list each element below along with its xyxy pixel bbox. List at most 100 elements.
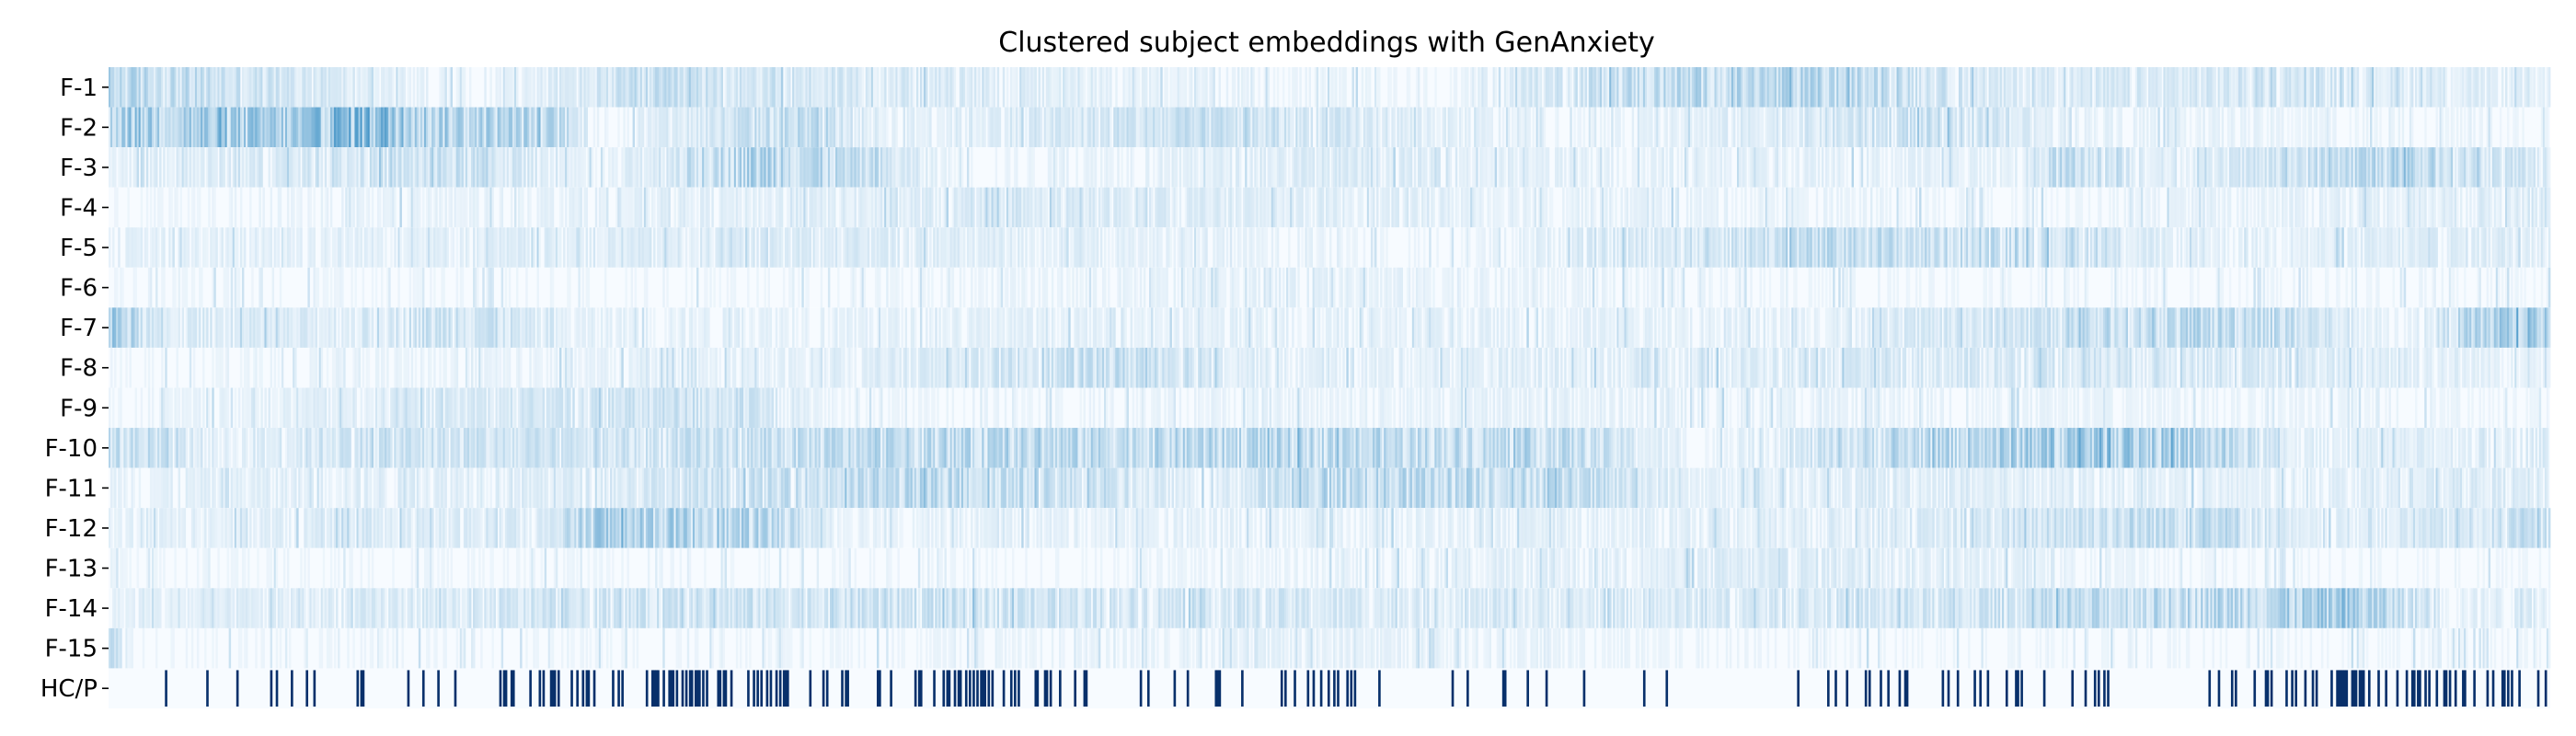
heatmap-cell <box>1301 187 1304 228</box>
heatmap-cell <box>304 107 306 148</box>
heatmap-cell <box>993 107 995 148</box>
heatmap-cell <box>839 147 842 188</box>
heatmap-cell <box>1290 107 1293 148</box>
heatmap-cell <box>2212 107 2214 148</box>
heatmap-cell <box>1458 107 1462 148</box>
heatmap-cell <box>1642 67 1646 108</box>
heatmap-cell <box>1597 67 1601 108</box>
heatmap-cell <box>1824 107 1828 148</box>
heatmap-cell <box>410 107 414 148</box>
heatmap-cell <box>1378 147 1381 188</box>
heatmap-cell <box>365 67 369 108</box>
heatmap-cell <box>512 147 515 188</box>
heatmap-cell <box>1413 227 1417 268</box>
heatmap-cell <box>753 227 755 268</box>
heatmap-cell <box>198 107 201 148</box>
heatmap-cell <box>1374 67 1377 108</box>
heatmap-cell <box>1766 67 1770 108</box>
heatmap-cell <box>709 147 712 188</box>
heatmap-cell <box>1374 107 1377 148</box>
heatmap-cell <box>1526 227 1529 268</box>
heatmap-cell <box>1194 67 1197 108</box>
heatmap-cell <box>811 147 813 188</box>
heatmap-cell <box>504 67 508 108</box>
heatmap-cell <box>339 67 342 108</box>
heatmap-cell <box>799 67 802 108</box>
heatmap-cell <box>834 147 836 188</box>
heatmap-cell <box>1999 67 2003 108</box>
heatmap-cell <box>385 107 387 148</box>
heatmap-cell <box>132 67 135 108</box>
heatmap-cell <box>423 147 427 188</box>
heatmap-cell <box>1519 107 1522 148</box>
heatmap-cell <box>484 147 487 188</box>
heatmap-cell <box>1393 107 1396 148</box>
heatmap-cell <box>1258 67 1260 108</box>
heatmap-cell <box>921 147 925 188</box>
heatmap-cell <box>1029 67 1031 108</box>
heatmap-cell <box>2086 107 2089 148</box>
heatmap-cell <box>163 227 166 268</box>
heatmap-cell <box>585 67 588 108</box>
heatmap-cell <box>2375 67 2378 108</box>
heatmap-cell <box>2244 67 2247 108</box>
heatmap-cell <box>893 107 896 148</box>
chart-title: Clustered subject embeddings with GenAnx… <box>998 27 1654 59</box>
heatmap-cell <box>502 67 506 108</box>
heatmap-cell <box>1436 147 1439 188</box>
heatmap-cell <box>551 187 555 228</box>
heatmap-cell <box>1958 107 1961 148</box>
heatmap-cell <box>2157 187 2160 228</box>
heatmap-cell <box>196 147 200 188</box>
heatmap-row-f-2 <box>109 107 2550 148</box>
heatmap-cell <box>1593 227 1597 268</box>
heatmap-cell <box>805 147 808 188</box>
heatmap-cell <box>1132 147 1135 188</box>
heatmap-cell <box>1515 147 1518 188</box>
heatmap-cell <box>2134 107 2138 148</box>
heatmap-cell <box>221 227 224 268</box>
heatmap-cell <box>2542 67 2546 108</box>
heatmap-cell <box>264 67 267 108</box>
heatmap-cell <box>903 147 906 188</box>
heatmap-cell <box>850 147 853 188</box>
heatmap-cell <box>2041 187 2044 228</box>
heatmap-cell <box>856 107 858 148</box>
heatmap-cell <box>1776 107 1779 148</box>
heatmap-cell <box>540 107 543 148</box>
heatmap-cell <box>510 107 513 148</box>
heatmap-cell <box>733 147 737 188</box>
heatmap-cell <box>2001 107 2005 148</box>
heatmap-cell <box>471 107 474 148</box>
heatmap-cell <box>172 227 175 268</box>
heatmap-cell <box>1299 67 1302 108</box>
heatmap-cell <box>2351 67 2354 108</box>
heatmap-cell <box>217 107 220 148</box>
heatmap-cell <box>760 107 763 148</box>
heatmap-cell <box>1744 147 1747 188</box>
heatmap-cell <box>1236 147 1240 188</box>
heatmap-cell <box>1774 107 1777 148</box>
heatmap-cell <box>621 147 624 188</box>
heatmap-cell <box>531 107 534 148</box>
heatmap-cell <box>282 107 286 148</box>
heatmap-cell <box>1366 67 1370 108</box>
heatmap-cell <box>522 107 524 148</box>
heatmap-cell <box>270 227 273 268</box>
heatmap-cell <box>1323 227 1327 268</box>
heatmap-cell <box>320 107 324 148</box>
heatmap-cell <box>1374 147 1377 188</box>
heatmap-cell <box>2480 107 2483 148</box>
heatmap-cell <box>1513 107 1516 148</box>
heatmap-cell <box>399 107 402 148</box>
heatmap-cell <box>1721 107 1725 148</box>
heatmap-cell <box>2214 67 2216 108</box>
heatmap-cell <box>1705 67 1708 108</box>
heatmap-cell <box>1960 107 1963 148</box>
heatmap-cell <box>2093 107 2097 148</box>
heatmap-cell <box>1205 67 1208 108</box>
heatmap-cell <box>867 147 870 188</box>
heatmap-cell <box>376 67 380 108</box>
heatmap-cell <box>125 147 128 188</box>
heatmap-cell <box>2237 67 2239 108</box>
